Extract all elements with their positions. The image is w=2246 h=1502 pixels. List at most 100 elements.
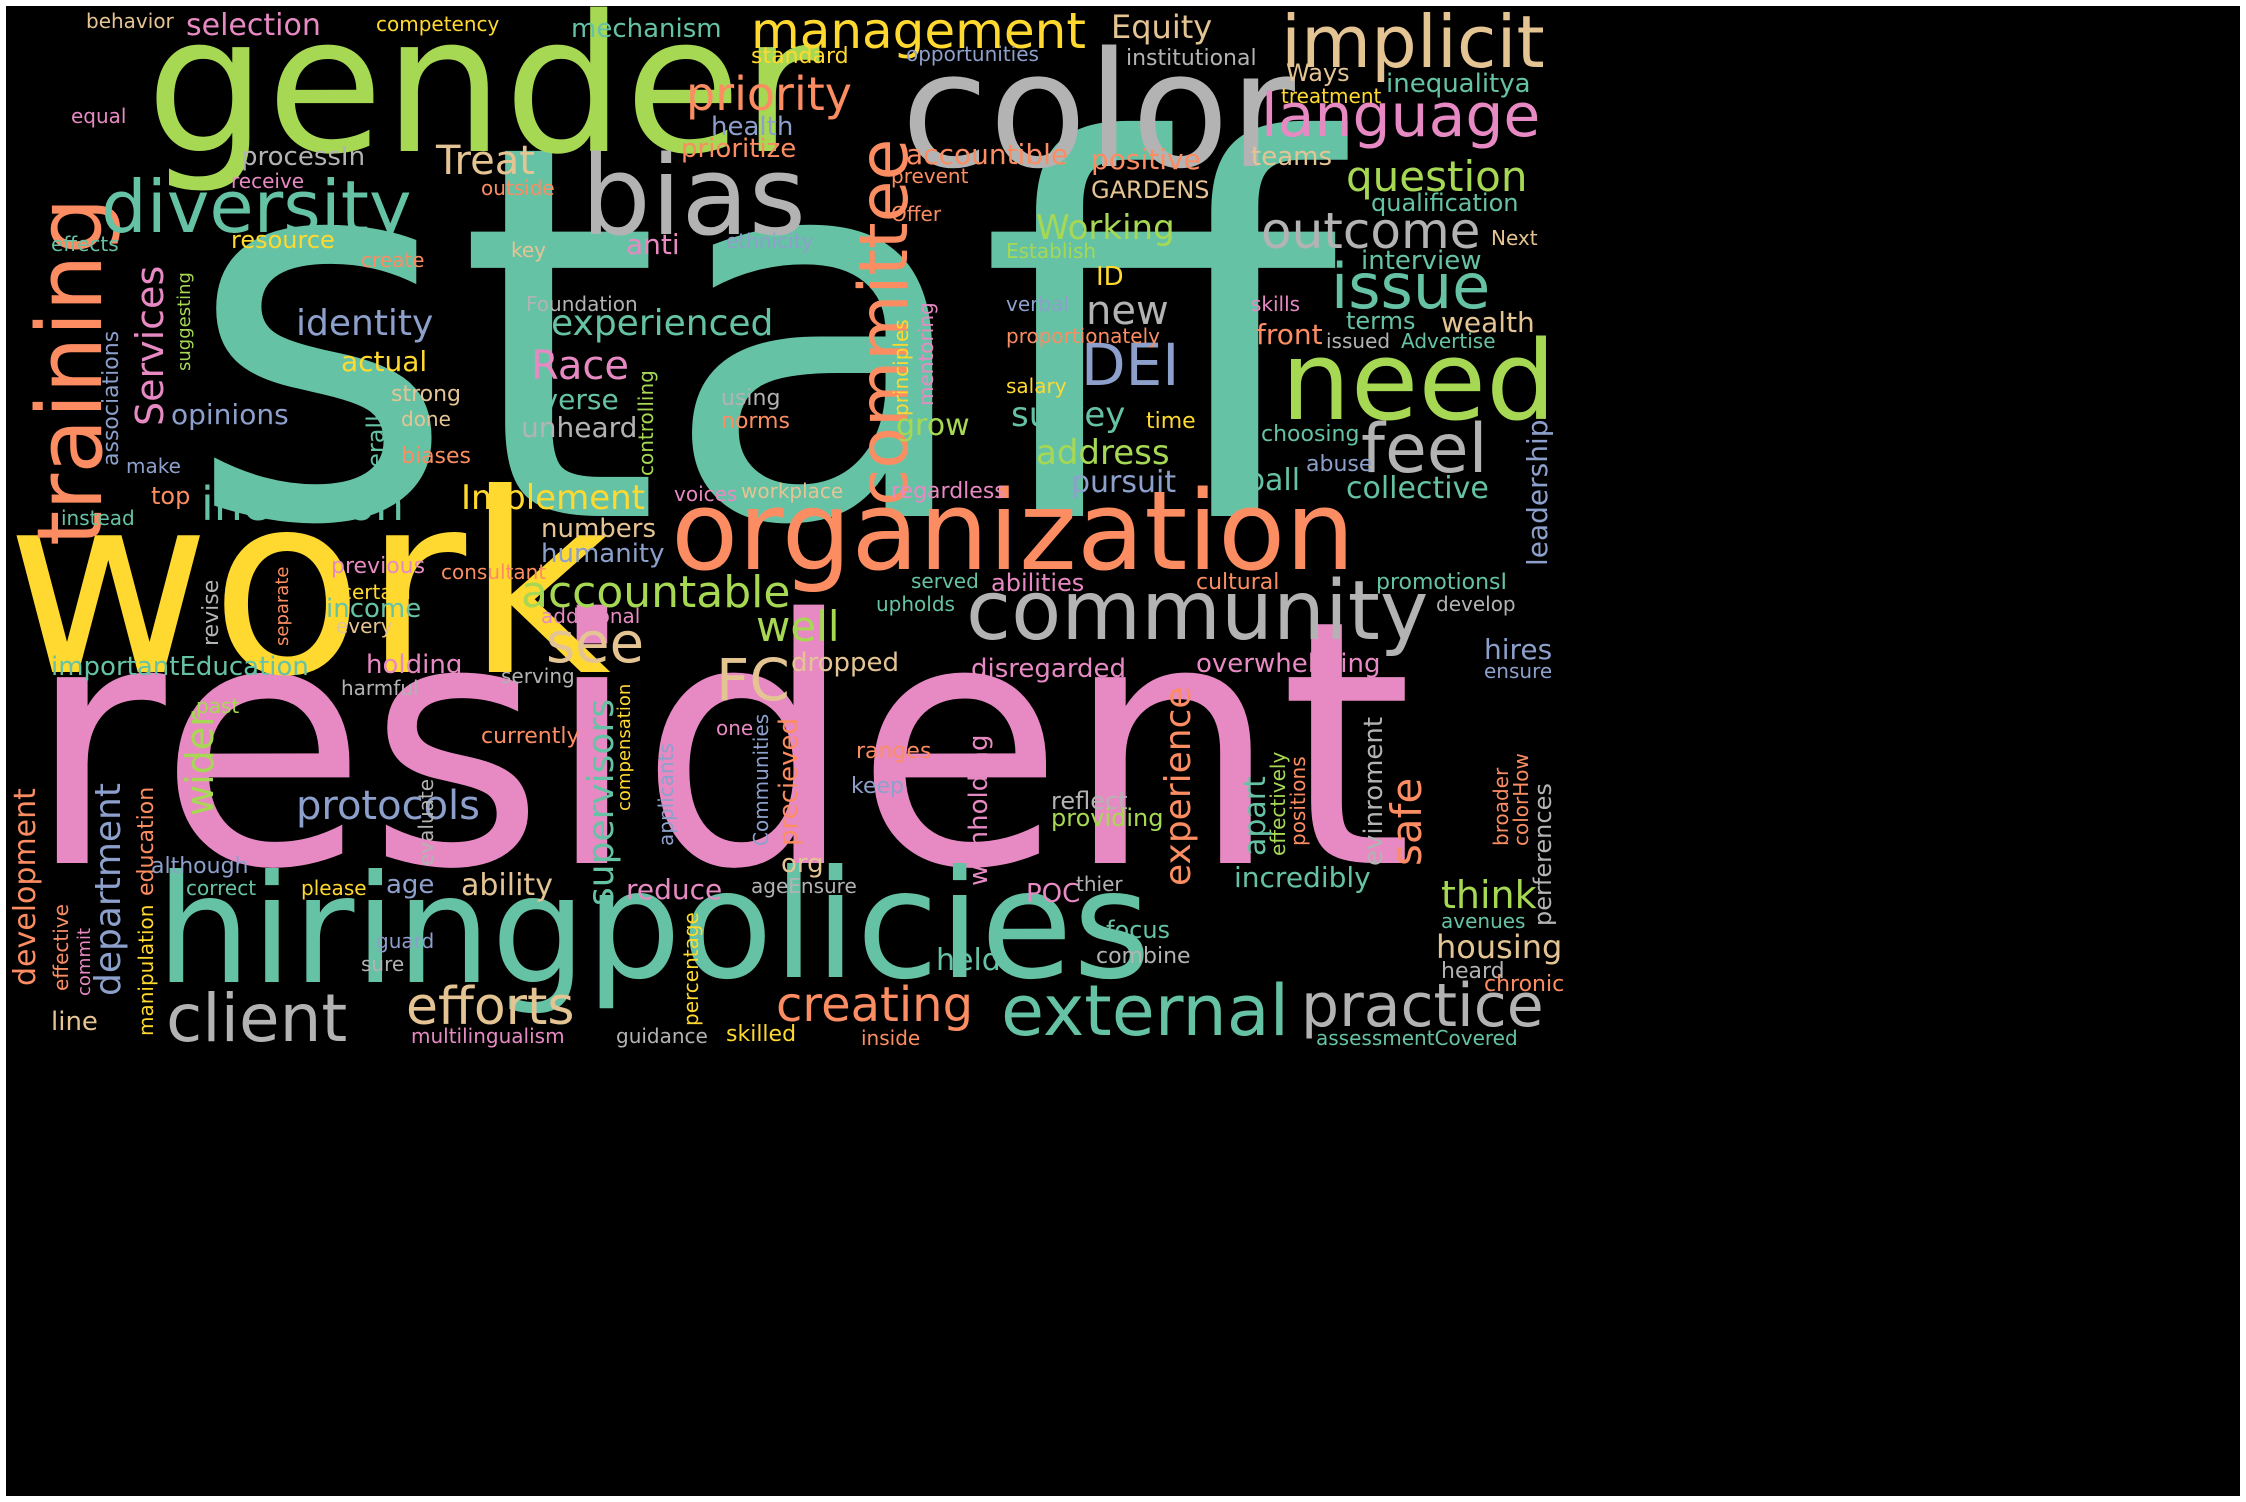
word-unheard: unheard — [521, 411, 638, 444]
word-verbal: verbal — [1006, 292, 1069, 316]
word-department: department — [88, 783, 129, 996]
word-treat: Treat — [436, 138, 535, 184]
word-biases: biases — [401, 444, 472, 469]
word-terms: terms — [1346, 307, 1416, 335]
word-hiring: hiring — [156, 844, 587, 1018]
word-leadership: leadership — [1521, 419, 1554, 566]
word-equal: equal — [71, 104, 127, 128]
word-protocols: protocols — [296, 783, 481, 829]
word-certain: certain — [341, 580, 411, 604]
word-wealth: wealth — [1441, 306, 1535, 339]
word-top: top — [151, 482, 191, 510]
word-community: community — [966, 564, 1429, 659]
word-experienced: experienced — [551, 303, 774, 344]
word-overwhelming: overwhelming — [1196, 649, 1381, 679]
word-diverse: diverse — [516, 383, 619, 416]
word-harmful: harmful — [341, 676, 419, 700]
word-external: external — [1001, 970, 1290, 1052]
word-id: ID — [1096, 262, 1124, 292]
word-previous: previous — [331, 554, 426, 579]
word-opinions: opinions — [171, 398, 289, 431]
word-abuse: abuse — [1306, 452, 1373, 477]
word-issued: issued — [1326, 329, 1391, 353]
word-new: new — [1086, 288, 1169, 334]
word-chronic: chronic — [1484, 972, 1565, 997]
word-next: Next — [1491, 226, 1538, 250]
word-providing: providing — [1051, 804, 1164, 832]
word-instead: instead — [61, 506, 135, 530]
word-hires: hires — [1484, 633, 1553, 666]
word-correct: correct — [186, 876, 257, 900]
word-interview: interview — [1361, 246, 1482, 276]
word-guidance: guidance — [616, 1024, 708, 1048]
word-compensation: compensation — [614, 683, 635, 811]
word-identity: identity — [296, 303, 434, 344]
word-additional: additional — [541, 604, 641, 628]
word-issue: issue — [1331, 250, 1491, 323]
word-create: create — [361, 248, 425, 272]
word-communities: Communities — [749, 713, 773, 846]
word-anti: anti — [626, 228, 680, 261]
word-using: using — [721, 386, 781, 411]
word-ensure: ensure — [1484, 659, 1553, 683]
word-one: one — [716, 716, 754, 740]
word-done: done — [401, 407, 451, 431]
word-incredibly: incredibly — [1234, 861, 1371, 894]
word-working: Working — [1036, 208, 1175, 248]
word-make: make — [126, 454, 181, 478]
word-held: held — [936, 943, 1001, 978]
word-receive: receive — [231, 169, 305, 193]
word-staff: staff — [186, 33, 1338, 639]
word-promotionsi: promotionsI — [1376, 570, 1507, 595]
word-survey: survey — [1011, 395, 1126, 435]
word-humanity: humanity — [541, 539, 665, 569]
word-revise: revise — [199, 579, 224, 646]
word-avenues: avenues — [1441, 909, 1526, 933]
word-poc: POC — [1026, 879, 1081, 909]
word-dei: DEI — [1081, 331, 1180, 399]
word-front: front — [1256, 318, 1323, 351]
word-gender: gender — [146, 6, 820, 196]
word-perferences: perferences — [1529, 783, 1557, 926]
word-qualification: qualification — [1371, 189, 1519, 217]
word-race: Race — [531, 343, 630, 389]
word-education: education — [134, 786, 159, 896]
word-housing: housing — [1436, 928, 1563, 966]
word-ageensure: ageEnsure — [751, 874, 857, 898]
word-institutional: institutional — [1126, 46, 1257, 71]
word-principles: principles — [889, 319, 913, 416]
word-foundation: Foundation — [526, 292, 638, 316]
word-dropped: dropped — [791, 648, 900, 678]
word-colorhow: colorHow — [1509, 753, 1533, 846]
word-ability: ability — [461, 868, 553, 903]
word-health: health — [711, 112, 794, 142]
word-effective: effective — [49, 904, 73, 991]
word-resource: resource — [231, 226, 335, 254]
word-ball: ball — [1246, 463, 1301, 498]
word-accountible: accountible — [906, 138, 1069, 171]
word-implicit: implicit — [1281, 6, 1545, 84]
word-ways: Ways — [1286, 59, 1350, 87]
word-associations: associations — [99, 330, 124, 466]
word-evaluate: evaluate — [414, 778, 438, 866]
word-offer: Offer — [891, 202, 942, 226]
word-guard: guard — [376, 929, 435, 953]
word-separate: separate — [272, 566, 293, 646]
word-time: time — [1146, 409, 1196, 434]
word-please: please — [301, 876, 367, 900]
word-treatment: treatment — [1281, 84, 1382, 108]
word-keep: keep — [851, 774, 904, 799]
word-inclusion: inclusion — [201, 477, 405, 531]
word-organization: organization — [671, 467, 1355, 595]
word-precieved: precieved — [774, 717, 804, 846]
word-address: address — [1036, 433, 1170, 473]
word-consultant: consultant — [441, 560, 547, 584]
word-ethnicity: ethnicity — [726, 229, 814, 253]
word-combine: combine — [1096, 944, 1191, 969]
word-assessmentcovered: assessmentCovered — [1316, 1026, 1518, 1050]
word-income: income — [326, 594, 422, 624]
word-proportionately: proportionately — [1006, 324, 1160, 348]
word-mechanism: mechanism — [571, 14, 722, 44]
word-creating: creating — [776, 977, 974, 1033]
word-resident: resident — [26, 548, 1413, 944]
